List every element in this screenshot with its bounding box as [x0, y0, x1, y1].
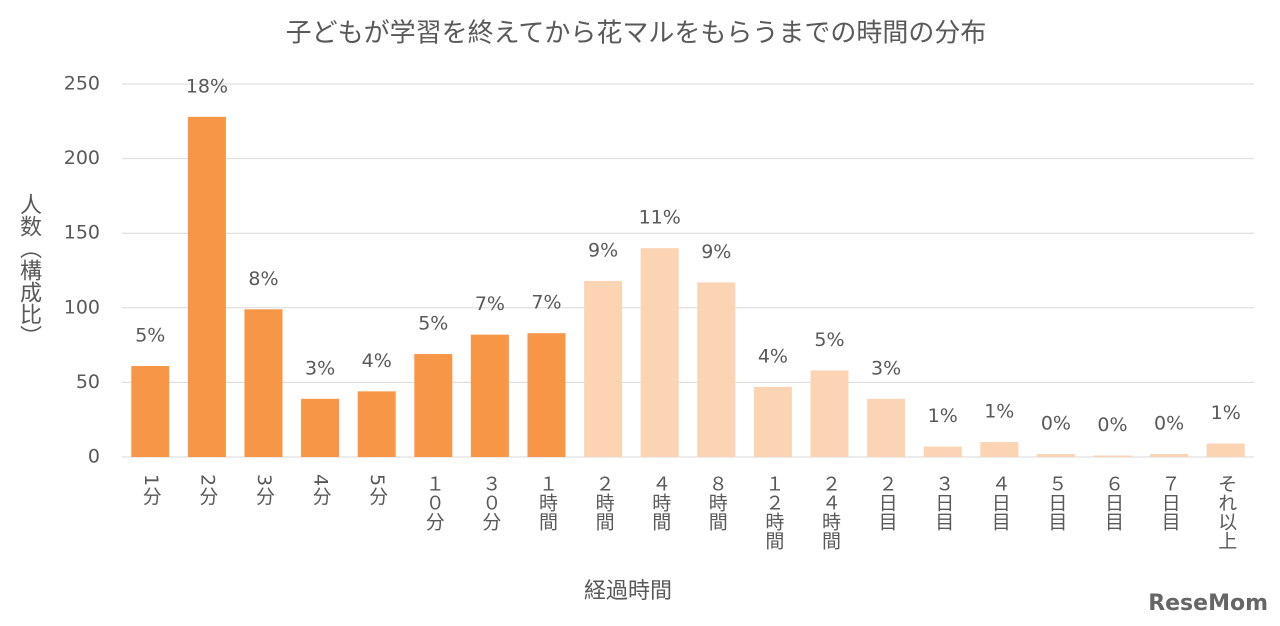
bar	[1206, 443, 1245, 457]
data-label: 1%	[1211, 402, 1241, 424]
y-tick-label: 200	[64, 147, 100, 169]
data-label: 7%	[475, 293, 505, 315]
watermark: ReseMom	[1148, 591, 1268, 616]
y-tick-label: 100	[64, 296, 100, 318]
bar	[810, 370, 849, 457]
bar	[640, 248, 679, 457]
bar	[923, 446, 962, 457]
bar	[244, 309, 283, 457]
data-label: 5%	[418, 313, 448, 335]
data-label: 4%	[362, 350, 392, 372]
x-tick-label: 5分	[366, 474, 388, 505]
data-label: 1%	[984, 401, 1014, 423]
data-label: 3%	[305, 357, 335, 379]
x-tick-label: ４日目	[989, 474, 1011, 531]
bar	[187, 116, 226, 457]
bar	[753, 386, 792, 457]
data-label: 7%	[531, 292, 561, 314]
x-tick-label: １時間	[536, 474, 558, 531]
bar	[1036, 454, 1075, 457]
bar	[414, 354, 453, 457]
bar	[131, 365, 170, 457]
data-label: 4%	[758, 345, 788, 367]
chart-title: 子どもが学習を終えてから花マルをもらうまでの時間の分布	[286, 19, 987, 49]
x-tick-label: ８時間	[706, 474, 728, 531]
bar	[1093, 455, 1132, 457]
x-tick-label: それ以上	[1215, 474, 1237, 550]
data-label: 3%	[871, 357, 901, 379]
data-label: 9%	[588, 239, 618, 261]
x-tick-label: ３０分	[479, 474, 501, 531]
x-tick-label: ３日目	[932, 474, 954, 531]
data-label: 1%	[928, 405, 958, 427]
y-tick-label: 0	[88, 446, 100, 468]
bar	[527, 333, 566, 457]
bar	[697, 282, 736, 457]
bar	[584, 280, 623, 457]
data-label: 9%	[701, 241, 731, 263]
y-tick-label: 150	[64, 222, 100, 244]
data-label: 0%	[1154, 413, 1184, 435]
bar	[470, 334, 509, 457]
x-tick-label: ２日目	[876, 474, 898, 531]
data-label: 8%	[248, 268, 278, 290]
x-tick-label: 3分	[253, 474, 275, 505]
x-tick-label: ５日目	[1045, 474, 1067, 531]
x-tick-label: 1分	[140, 474, 162, 505]
data-label: 18%	[186, 75, 228, 97]
x-tick-label: 2分	[196, 474, 218, 505]
bar	[980, 442, 1019, 457]
x-tick-label: ２時間	[593, 474, 615, 531]
y-tick-label: 250	[64, 73, 100, 95]
bar	[1150, 454, 1189, 457]
x-tick-label: 4分	[310, 474, 332, 505]
bar	[867, 398, 906, 457]
bar	[357, 391, 396, 457]
data-label: 5%	[814, 329, 844, 351]
x-tick-label: ７日目	[1159, 474, 1181, 531]
y-tick-label: 50	[76, 371, 100, 393]
data-label: 0%	[1041, 413, 1071, 435]
bar	[301, 398, 340, 457]
data-label: 0%	[1097, 414, 1127, 436]
x-tick-label: １２時間	[762, 474, 784, 550]
x-tick-label: ４時間	[649, 474, 671, 531]
y-axis-label: 人数（構成比）	[16, 193, 42, 347]
x-axis-label: 経過時間	[584, 579, 672, 604]
data-label: 5%	[135, 324, 165, 346]
x-tick-label: ６日目	[1102, 474, 1124, 531]
data-label: 11%	[639, 207, 681, 229]
x-tick-label: ２４時間	[819, 474, 841, 550]
x-tick-label: １０分	[423, 474, 445, 531]
